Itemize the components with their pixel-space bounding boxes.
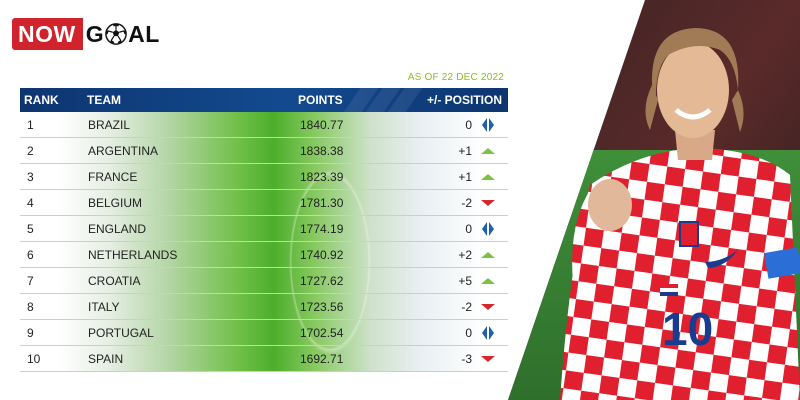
- team-cell: ARGENTINA: [88, 144, 159, 158]
- rank-cell: 4: [27, 196, 34, 210]
- rank-cell: 1: [27, 118, 34, 132]
- table-row: 9 PORTUGAL 1702.54 0: [20, 320, 508, 346]
- rank-cell: 8: [27, 300, 34, 314]
- position-change-cell: -3: [461, 352, 472, 366]
- table-row: 5 ENGLAND 1774.19 0: [20, 216, 508, 242]
- trend-up-icon: [480, 138, 496, 164]
- trend-down-icon: [480, 190, 496, 216]
- table-row: 10 SPAIN 1692.71 -3: [20, 346, 508, 372]
- trend-up-icon: [480, 164, 496, 190]
- table-row: 3 FRANCE 1823.39 +1: [20, 164, 508, 190]
- points-cell: 1774.19: [300, 222, 344, 236]
- points-cell: 1823.39: [300, 170, 344, 184]
- no-change-icon: [480, 112, 496, 138]
- rank-cell: 7: [27, 274, 34, 288]
- points-cell: 1838.38: [300, 144, 344, 158]
- rank-cell: 2: [27, 144, 34, 158]
- nowgoal-logo[interactable]: NOW G AL: [12, 18, 160, 50]
- points-cell: 1702.54: [300, 326, 344, 340]
- no-change-icon: [480, 320, 496, 346]
- position-change-cell: +5: [458, 274, 472, 288]
- team-cell: ENGLAND: [88, 222, 147, 236]
- position-change-cell: -2: [461, 196, 472, 210]
- logo-al-letters: AL: [128, 20, 160, 47]
- position-change-cell: 0: [465, 222, 472, 236]
- header-points: POINTS: [298, 93, 343, 107]
- position-change-cell: +1: [458, 170, 472, 184]
- table-row: 6 NETHERLANDS 1740.92 +2: [20, 242, 508, 268]
- team-cell: BELGIUM: [88, 196, 143, 210]
- logo-goal-text: G AL: [86, 18, 160, 50]
- rank-cell: 5: [27, 222, 34, 236]
- header-rank: RANK: [24, 93, 59, 107]
- no-change-icon: [480, 216, 496, 242]
- header-position-change: +/- POSITION: [426, 93, 502, 107]
- points-cell: 1692.71: [300, 352, 344, 366]
- team-cell: CROATIA: [88, 274, 141, 288]
- points-cell: 1727.62: [300, 274, 344, 288]
- points-cell: 1723.56: [300, 300, 344, 314]
- position-change-cell: +1: [458, 144, 472, 158]
- jersey-number: 10: [662, 303, 713, 355]
- table-row: 8 ITALY 1723.56 -2: [20, 294, 508, 320]
- trend-down-icon: [480, 294, 496, 320]
- fifa-ranking-table: RANK TEAM POINTS +/- POSITION 1 BRAZIL 184…: [20, 88, 508, 372]
- team-cell: FRANCE: [88, 170, 138, 184]
- points-cell: 1781.30: [300, 196, 344, 210]
- table-header: RANK TEAM POINTS +/- POSITION: [20, 88, 508, 112]
- trend-down-icon: [480, 346, 496, 372]
- header-team: TEAM: [87, 93, 121, 107]
- table-row: 4 BELGIUM 1781.30 -2: [20, 190, 508, 216]
- position-change-cell: 0: [465, 118, 472, 132]
- rank-cell: 9: [27, 326, 34, 340]
- trend-up-icon: [480, 268, 496, 294]
- points-cell: 1840.77: [300, 118, 344, 132]
- rank-cell: 10: [27, 352, 41, 366]
- logo-now-text: NOW: [12, 18, 83, 50]
- trend-up-icon: [480, 242, 496, 268]
- table-row: 7 CROATIA 1727.62 +5: [20, 268, 508, 294]
- team-cell: BRAZIL: [88, 118, 131, 132]
- table-row: 2 ARGENTINA 1838.38 +1: [20, 138, 508, 164]
- team-cell: PORTUGAL: [88, 326, 154, 340]
- rank-cell: 6: [27, 248, 34, 262]
- team-cell: NETHERLANDS: [88, 248, 178, 262]
- points-cell: 1740.92: [300, 248, 344, 262]
- logo-g-letter: G: [85, 20, 105, 47]
- table-body: 1 BRAZIL 1840.77 0 2 ARGENTINA 1838.38 +1 3 FRANC…: [20, 112, 508, 372]
- soccer-ball-icon: [105, 23, 127, 45]
- position-change-cell: -2: [461, 300, 472, 314]
- rank-cell: 3: [27, 170, 34, 184]
- team-cell: SPAIN: [88, 352, 124, 366]
- position-change-cell: 0: [465, 326, 472, 340]
- table-row: 1 BRAZIL 1840.77 0: [20, 112, 508, 138]
- position-change-cell: +2: [458, 248, 472, 262]
- as-of-date: AS OF 22 DEC 2022: [407, 72, 504, 83]
- team-cell: ITALY: [88, 300, 120, 314]
